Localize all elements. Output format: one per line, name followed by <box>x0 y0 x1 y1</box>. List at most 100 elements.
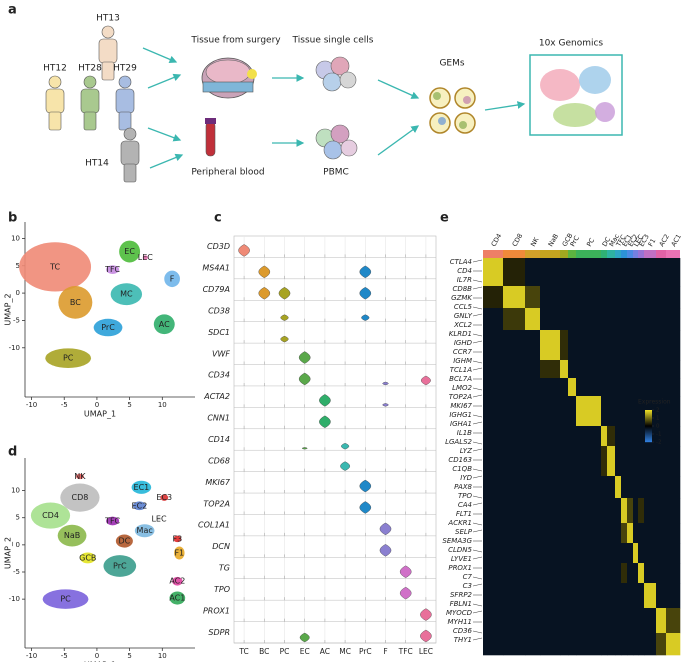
heatmap-cell <box>540 633 561 656</box>
heatmap-cell <box>633 583 639 609</box>
heatmap-cell <box>576 396 602 427</box>
gene-pointer <box>472 448 483 452</box>
cluster-label: PC <box>63 354 74 363</box>
heatmap-cell <box>568 258 577 287</box>
heatmap-cell <box>615 498 622 524</box>
gene-pointer <box>472 495 483 499</box>
heatmap-cell <box>638 633 645 656</box>
heatmap-cell <box>638 308 645 331</box>
gene-label: SELP <box>455 528 473 536</box>
gene-label: FBLN1 <box>450 600 472 608</box>
person-head <box>123 127 137 141</box>
cluster <box>45 348 92 369</box>
colorbar-step <box>645 419 652 421</box>
gene-label: CD38 <box>208 306 230 315</box>
cluster-label: Mac <box>137 526 153 535</box>
heatmap-cell <box>644 476 657 499</box>
heatmap-cell <box>627 426 634 447</box>
heatmap-cell <box>627 583 634 609</box>
gene-label: CLDN5 <box>448 546 472 554</box>
heatmap-cell <box>560 360 569 379</box>
heatmap-cell <box>638 476 645 499</box>
gene-label: TPO <box>214 585 230 594</box>
violin <box>341 442 350 450</box>
heatmap-cell <box>621 498 628 524</box>
violin <box>420 629 432 643</box>
heatmap-cell <box>483 563 504 584</box>
colorbar-step <box>645 422 652 424</box>
colorbar-step <box>645 435 652 437</box>
heatmap-cell <box>656 308 667 331</box>
heatmap-cell <box>607 378 616 397</box>
heatmap-cell <box>483 523 504 544</box>
heatmap-cell <box>568 378 577 397</box>
heatmap-cell <box>621 330 628 361</box>
heatmap-cell <box>568 286 577 309</box>
heatmap-cell <box>503 543 526 564</box>
gene-label: IL7R <box>457 276 472 284</box>
heatmap-cell <box>638 563 645 584</box>
heatmap-cell <box>540 446 561 477</box>
heatmap-cell <box>644 563 657 584</box>
colorbar-step <box>645 417 652 419</box>
category-label: LEC <box>419 647 433 656</box>
cluster <box>76 473 84 480</box>
y-axis-label: UMAP_2 <box>4 293 13 325</box>
cluster-label: EC1 <box>134 483 150 492</box>
heatmap-cell <box>568 330 577 361</box>
cluster <box>132 501 146 511</box>
violin <box>379 522 392 536</box>
gene-label: MYH11 <box>448 618 473 626</box>
heatmap-cell <box>525 286 541 309</box>
heatmap-cell <box>560 498 569 524</box>
heatmap-cell <box>503 498 526 524</box>
heatmap-cell <box>483 426 504 447</box>
heatmap-cell <box>666 360 681 379</box>
heatmap-cell <box>638 543 645 564</box>
gene-label: MKI67 <box>450 402 472 410</box>
heatmap-cell <box>525 258 541 287</box>
cluster-label: EC3 <box>156 493 172 502</box>
heatmap-cell <box>607 583 616 609</box>
heatmap-cell <box>503 523 526 544</box>
heatmap-cell <box>633 498 639 524</box>
gene-label: IGHM <box>453 357 472 365</box>
gene-pointer <box>472 441 483 445</box>
heatmap-cell <box>560 286 569 309</box>
heatmap-cell <box>627 360 634 379</box>
heatmap-cell <box>525 498 541 524</box>
heatmap-cell <box>615 608 622 634</box>
heatmap-cell <box>615 378 622 397</box>
heatmap-cell <box>503 583 526 609</box>
heatmap-cell <box>503 633 526 656</box>
gene-pointer <box>472 367 483 371</box>
colorbar-step <box>645 423 652 425</box>
cluster-label: EC2 <box>132 501 148 510</box>
cluster-label: MC <box>120 290 133 299</box>
heatmap-cell <box>607 258 616 287</box>
heatmap-cell <box>607 446 616 477</box>
heatmap-cell <box>656 286 667 309</box>
colorbar-step <box>645 440 652 442</box>
heatmap-cell <box>607 330 616 361</box>
gene-label: C7 <box>463 573 473 581</box>
x-axis-label: UMAP_1 <box>84 661 116 662</box>
heatmap-cell <box>483 396 504 427</box>
heatmap-cell <box>633 308 639 331</box>
violin <box>382 381 389 386</box>
gene-label: CD36 <box>453 627 473 635</box>
heatmap-cell <box>560 583 569 609</box>
gene-label: CNN1 <box>207 414 230 423</box>
heatmap-cell <box>576 308 602 331</box>
heatmap-cell <box>576 608 602 634</box>
heatmap-cell <box>666 286 681 309</box>
heatmap-cell <box>503 426 526 447</box>
heatmap-cell <box>525 523 541 544</box>
gene-label: TOP2A <box>203 499 230 508</box>
cluster <box>106 516 120 526</box>
heatmap-cell <box>615 286 622 309</box>
heatmap-cell <box>568 396 577 427</box>
heatmap-cell <box>483 360 504 379</box>
gene-pointer <box>472 414 483 418</box>
heatmap-cell <box>633 563 639 584</box>
